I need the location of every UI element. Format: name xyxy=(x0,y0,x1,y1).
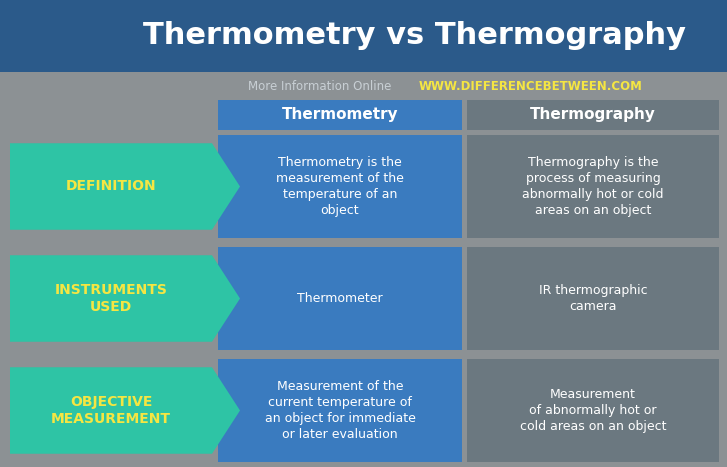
Text: Thermometry is the
measurement of the
temperature of an
object: Thermometry is the measurement of the te… xyxy=(276,156,404,217)
Text: More Information Online: More Information Online xyxy=(248,79,392,92)
Bar xyxy=(467,247,719,350)
Polygon shape xyxy=(10,367,240,454)
Bar xyxy=(0,0,727,72)
Text: IR thermographic
camera: IR thermographic camera xyxy=(539,284,647,313)
Text: DEFINITION: DEFINITION xyxy=(65,179,156,193)
Text: Thermometry: Thermometry xyxy=(281,107,398,122)
Polygon shape xyxy=(10,255,240,342)
Bar xyxy=(218,247,462,350)
Bar xyxy=(218,135,462,238)
Bar xyxy=(467,359,719,462)
Bar xyxy=(218,100,462,130)
Text: INSTRUMENTS
USED: INSTRUMENTS USED xyxy=(55,283,167,314)
Text: Thermography: Thermography xyxy=(530,107,656,122)
Text: Thermography is the
process of measuring
abnormally hot or cold
areas on an obje: Thermography is the process of measuring… xyxy=(522,156,664,217)
Text: Measurement
of abnormally hot or
cold areas on an object: Measurement of abnormally hot or cold ar… xyxy=(520,388,666,433)
Text: Measurement of the
current temperature of
an object for immediate
or later evalu: Measurement of the current temperature o… xyxy=(265,380,415,441)
Bar xyxy=(467,100,719,130)
Bar xyxy=(218,359,462,462)
Polygon shape xyxy=(10,143,240,230)
Text: Thermometry vs Thermography: Thermometry vs Thermography xyxy=(143,21,686,50)
Text: WWW.DIFFERENCEBETWEEN.COM: WWW.DIFFERENCEBETWEEN.COM xyxy=(419,79,643,92)
Bar xyxy=(467,135,719,238)
Text: OBJECTIVE
MEASUREMENT: OBJECTIVE MEASUREMENT xyxy=(51,395,171,426)
Text: Thermometer: Thermometer xyxy=(297,292,383,305)
